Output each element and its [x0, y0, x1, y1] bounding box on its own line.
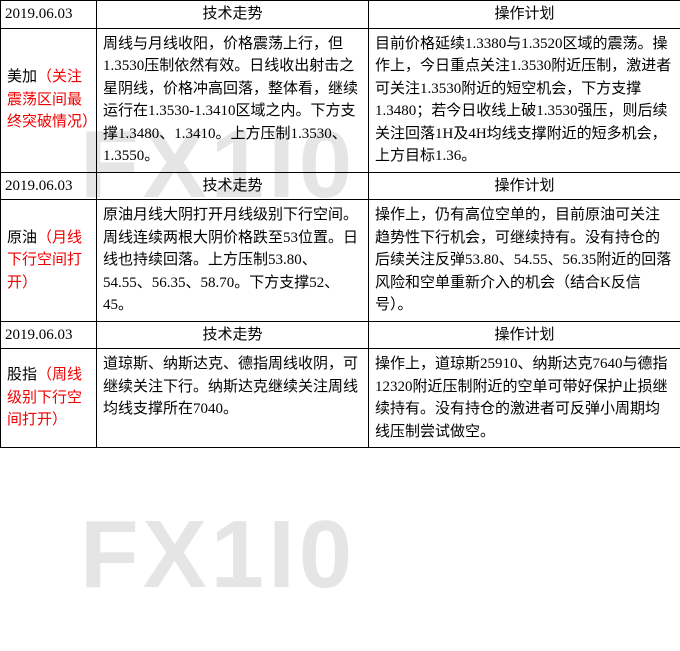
label-text-1: 原油	[7, 230, 37, 246]
label-text-0: 美加	[7, 69, 37, 85]
section-body-0: 美加（关注震荡区间最终突破情况） 周线与月线收阳，价格震荡上行，但1.3530压…	[1, 28, 680, 172]
section-header-2: 2019.06.03 技术走势 操作计划	[1, 321, 680, 349]
col-tech-header-2: 技术走势	[97, 321, 369, 349]
date-cell-2: 2019.06.03	[1, 321, 97, 349]
date-cell-0: 2019.06.03	[1, 1, 97, 29]
label-text-2: 股指	[7, 367, 37, 383]
tech-cell-1: 原油月线大阴打开月线级别下行空间。周线连续两根大阴价格跌至53位置。日线也持续回…	[97, 200, 369, 322]
analysis-table: 2019.06.03 技术走势 操作计划 美加（关注震荡区间最终突破情况） 周线…	[0, 0, 680, 448]
date-cell-1: 2019.06.03	[1, 172, 97, 200]
label-cell-0: 美加（关注震荡区间最终突破情况）	[1, 28, 97, 172]
watermark-2: FX1I0	[80, 500, 356, 610]
section-header-0: 2019.06.03 技术走势 操作计划	[1, 1, 680, 29]
col-plan-header-0: 操作计划	[369, 1, 680, 29]
tech-cell-0: 周线与月线收阳，价格震荡上行，但1.3530压制依然有效。日线收出射击之星阴线，…	[97, 28, 369, 172]
col-tech-header-1: 技术走势	[97, 172, 369, 200]
col-plan-header-2: 操作计划	[369, 321, 680, 349]
section-header-1: 2019.06.03 技术走势 操作计划	[1, 172, 680, 200]
plan-cell-2: 操作上，道琼斯25910、纳斯达克7640与德指12320附近压制附近的空单可带…	[369, 349, 680, 448]
tech-cell-2: 道琼斯、纳斯达克、德指周线收阴，可继续关注下行。纳斯达克继续关注周线均线支撑所在…	[97, 349, 369, 448]
label-cell-1: 原油（月线下行空间打开）	[1, 200, 97, 322]
col-tech-header-0: 技术走势	[97, 1, 369, 29]
plan-cell-1: 操作上，仍有高位空单的，目前原油可关注趋势性下行机会，可继续持有。没有持仓的后续…	[369, 200, 680, 322]
col-plan-header-1: 操作计划	[369, 172, 680, 200]
section-body-1: 原油（月线下行空间打开） 原油月线大阴打开月线级别下行空间。周线连续两根大阴价格…	[1, 200, 680, 322]
section-body-2: 股指（周线级别下行空间打开） 道琼斯、纳斯达克、德指周线收阴，可继续关注下行。纳…	[1, 349, 680, 448]
label-cell-2: 股指（周线级别下行空间打开）	[1, 349, 97, 448]
plan-cell-0: 目前价格延续1.3380与1.3520区域的震荡。操作上，今日重点关注1.353…	[369, 28, 680, 172]
